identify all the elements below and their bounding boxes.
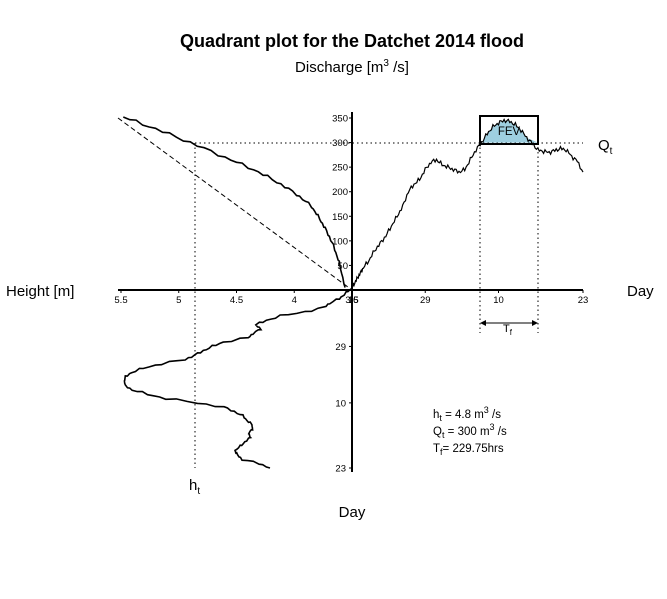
qt-label: Qt	[598, 137, 613, 157]
height-tick-label: 4	[292, 295, 297, 306]
tf-arrow-heads	[480, 320, 538, 326]
chart-subtitle: Discharge [m3 /s]	[295, 58, 409, 76]
fev-label: FEV	[498, 126, 521, 138]
discharge-tick-label: 50	[337, 261, 348, 272]
day-tick-labels-right: 16 29 10 23	[348, 290, 589, 306]
threshold-annotations: ht = 4.8 m3 /sQt = 300 m3 /s Tf= 229.75hr…	[433, 405, 507, 457]
day-tick-label: 29	[335, 342, 346, 353]
right-axis-label: Day	[627, 283, 654, 300]
height-tick-label: 5	[176, 295, 181, 306]
annotation-line: ht = 4.8 m3 /s	[433, 405, 501, 423]
day-tick-label: 10	[493, 295, 504, 306]
height-tick-label: 3.5	[345, 295, 358, 306]
height-tick-label: 4.5	[230, 295, 243, 306]
left-axis-label: Height [m]	[6, 283, 74, 300]
fev-box	[479, 115, 539, 145]
chart-title: Quadrant plot for the Datchet 2014 flood	[180, 31, 524, 51]
rating-curve-series	[122, 116, 346, 288]
day-tick-label: 29	[420, 295, 431, 306]
ht-label: ht	[189, 477, 200, 497]
day-tick-labels-down: 29 10 23	[335, 342, 352, 475]
height-tick-label: 5.5	[114, 295, 127, 306]
reference-dashed-line	[117, 117, 353, 291]
height-tick-labels: 5.5 5 4.5 4 3.5	[114, 290, 359, 306]
discharge-tick-label: 300	[332, 138, 348, 149]
day-tick-label: 23	[335, 464, 346, 475]
discharge-tick-label: 350	[332, 114, 348, 125]
day-tick-label: 10	[335, 398, 346, 409]
hydrograph-series	[351, 118, 584, 288]
stage-series	[123, 289, 351, 469]
day-tick-label: 23	[578, 295, 589, 306]
discharge-tick-label: 250	[332, 163, 348, 174]
annotation-line: Tf= 229.75hrs	[433, 443, 504, 457]
discharge-tick-labels: 350 300 250 200 150 100 50	[332, 114, 352, 272]
tf-label: Tf	[503, 323, 513, 337]
discharge-tick-label: 100	[332, 236, 348, 247]
annotation-line: Qt = 300 m3 /s	[433, 422, 507, 440]
discharge-tick-label: 200	[332, 187, 348, 198]
discharge-tick-label: 150	[332, 212, 348, 223]
day-tick-label: 16	[348, 295, 359, 306]
bottom-axis-label: Day	[339, 504, 366, 521]
